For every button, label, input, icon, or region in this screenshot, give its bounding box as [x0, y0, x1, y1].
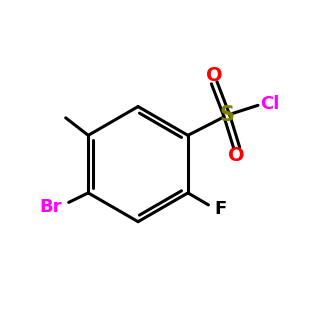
Text: O: O: [228, 146, 245, 165]
Text: Br: Br: [39, 198, 62, 216]
Text: S: S: [219, 105, 234, 125]
Text: F: F: [214, 200, 226, 218]
Text: O: O: [206, 66, 222, 85]
Text: Cl: Cl: [260, 95, 280, 113]
